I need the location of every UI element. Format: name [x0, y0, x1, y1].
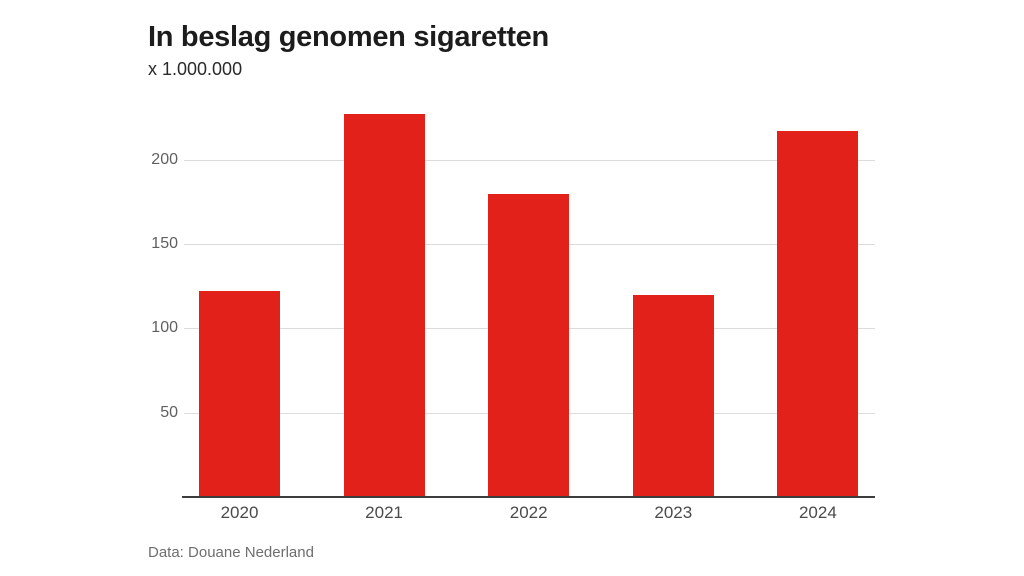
- x-tick-label-2020: 2020: [220, 503, 259, 522]
- x-tick-label-2024: 2024: [798, 503, 837, 522]
- x-tick-label-2022: 2022: [509, 503, 548, 522]
- x-axis-line: [182, 496, 875, 498]
- x-tick-label-2023: 2023: [654, 503, 693, 522]
- plot-area: [184, 100, 875, 497]
- y-tick-label-150: 150: [151, 235, 178, 253]
- y-tick-label-200: 200: [151, 150, 178, 168]
- y-tick-label-100: 100: [151, 319, 178, 337]
- chart-subtitle: x 1.000.000: [148, 59, 243, 79]
- source-credit: Data: Douane Nederland: [148, 544, 314, 561]
- bar-2021: [343, 114, 425, 497]
- bar-2024: [777, 131, 859, 497]
- bar-2020: [199, 291, 280, 497]
- bar-2023: [632, 294, 714, 497]
- y-tick-label-50: 50: [160, 403, 178, 421]
- gridline-200: [184, 159, 875, 161]
- x-tick-label-2021: 2021: [365, 503, 403, 522]
- bar-2022: [488, 193, 570, 497]
- chart-title: In beslag genomen sigaretten: [148, 21, 549, 53]
